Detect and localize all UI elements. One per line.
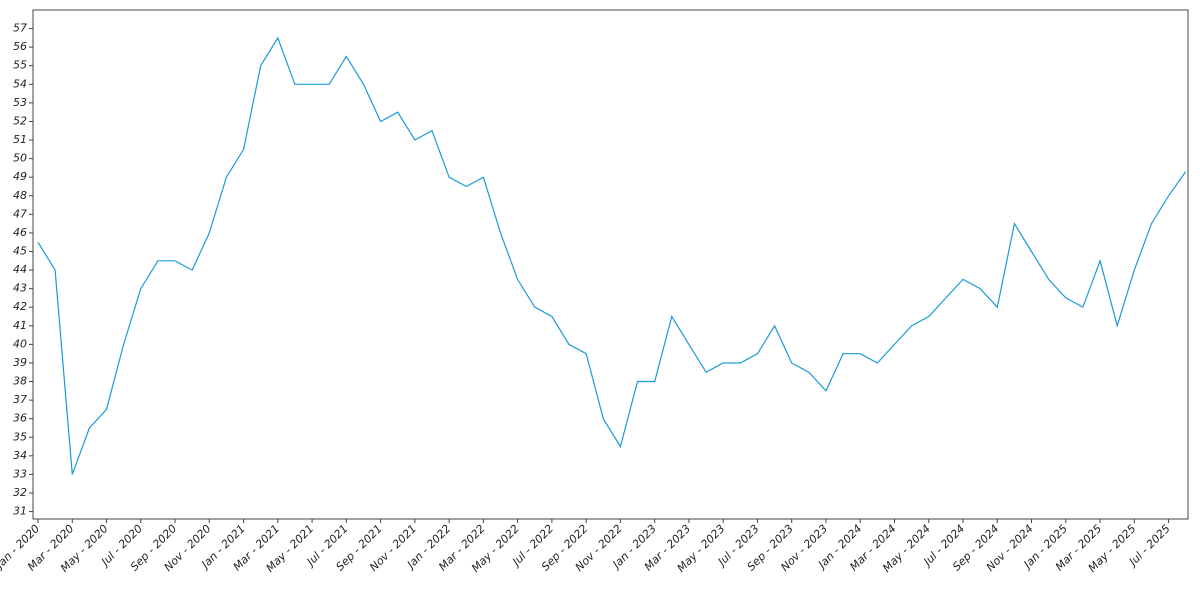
y-tick-label: 41 (13, 319, 27, 332)
y-tick-label: 45 (13, 244, 27, 257)
y-tick-label: 43 (13, 282, 27, 295)
y-tick-label: 56 (13, 40, 27, 53)
y-tick-label: 53 (13, 96, 27, 109)
y-tick-label: 57 (13, 22, 27, 35)
y-tick-label: 51 (13, 133, 27, 146)
y-tick-label: 42 (13, 300, 27, 313)
y-tick-label: 52 (13, 114, 27, 127)
y-tick-label: 37 (13, 393, 27, 406)
y-tick-label: 44 (13, 263, 27, 276)
y-tick-label: 32 (13, 486, 27, 499)
plot-frame (32, 9, 1189, 520)
y-tick-label: 33 (13, 467, 27, 480)
y-tick-label: 35 (13, 430, 27, 443)
y-tick-label: 46 (13, 226, 27, 239)
data-line (37, 36, 1187, 475)
y-tick-label: 50 (13, 152, 27, 165)
y-tick-label: 48 (13, 189, 27, 202)
y-tick-label: 47 (13, 207, 27, 220)
y-tick-label: 55 (13, 59, 27, 72)
y-tick-label: 36 (13, 412, 27, 425)
y-tick-label: 31 (13, 505, 27, 518)
y-tick-label: 34 (13, 449, 27, 462)
y-tick-label: 39 (13, 356, 27, 369)
y-tick-label: 54 (13, 77, 27, 90)
y-tick-label: 38 (13, 375, 27, 388)
y-tick-label: 40 (13, 337, 27, 350)
y-tick-label: 49 (13, 170, 27, 183)
